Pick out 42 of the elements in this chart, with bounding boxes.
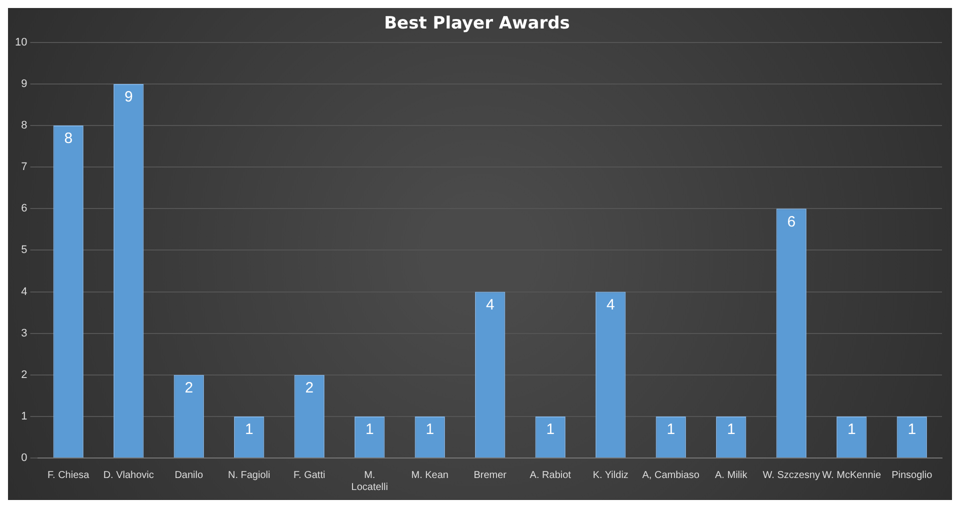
data-label: 2 (184, 380, 194, 397)
data-label: 2 (305, 380, 314, 397)
data-label: 1 (244, 421, 254, 438)
data-label: 4 (606, 296, 615, 314)
y-tick-label: 1 (21, 410, 28, 422)
data-label: 1 (847, 421, 856, 438)
data-label: 1 (426, 421, 434, 438)
y-tick-label: 0 (21, 452, 28, 464)
y-tick-label: 6 (21, 202, 28, 215)
x-tick-label: W. Szczesny (762, 470, 820, 481)
y-tick-label: 7 (21, 161, 28, 174)
x-tick-label: M. Kean (411, 470, 448, 481)
x-tick-label: Danilo (174, 470, 204, 481)
y-tick-label: 3 (21, 327, 28, 340)
y-tick-label: 2 (21, 368, 28, 381)
chart-title: Best Player Awards (384, 14, 570, 34)
y-tick-label: 4 (21, 286, 28, 298)
data-label: 1 (908, 421, 916, 438)
x-tick-label: F. Gatti (294, 470, 326, 481)
data-label: 1 (546, 421, 555, 438)
x-tick-label: W. McKennie (822, 470, 882, 481)
x-tick-label: Pinsoglio (892, 470, 933, 481)
x-tick-label: M. Locatelli (351, 470, 388, 493)
data-label: 4 (486, 296, 494, 314)
y-tick-label: 8 (21, 120, 28, 132)
data-label: 1 (726, 421, 736, 438)
x-tick-label: K. Yildiz (592, 470, 628, 481)
data-label: 1 (666, 421, 676, 438)
data-label: 1 (365, 421, 374, 438)
x-tick-label: F. Chiesa (48, 470, 90, 481)
x-tick-label: A. Rabiot (530, 470, 572, 481)
y-tick-label: 9 (21, 78, 28, 90)
y-tick-label: 10 (14, 36, 28, 48)
x-tick-label: N. Fagioli (228, 470, 270, 481)
x-tick-label: A, Cambiaso (642, 470, 700, 481)
data-label: 6 (787, 213, 796, 230)
x-tick-label: A. Milik (715, 470, 748, 481)
x-tick-label: Bremer (474, 470, 508, 481)
data-label: 8 (64, 130, 73, 148)
x-tick-label: D. Vlahovic (103, 470, 154, 481)
data-label: 9 (124, 88, 133, 106)
y-tick-label: 5 (21, 244, 28, 256)
